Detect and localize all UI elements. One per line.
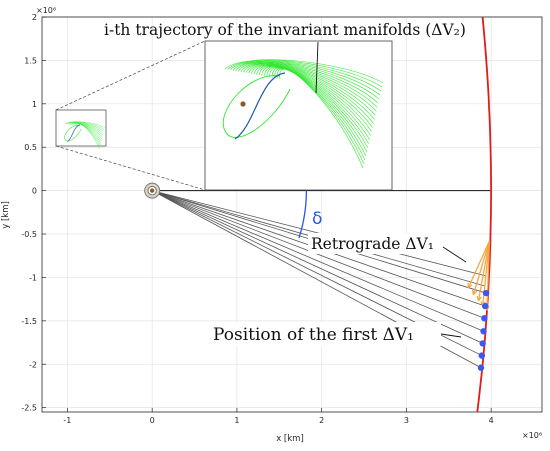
x-tick-label: 3 bbox=[404, 416, 409, 425]
y-tick-label: -0.5 bbox=[21, 230, 37, 239]
x-ticks: -1 0 1 2 3 4 bbox=[63, 408, 494, 425]
axes-box bbox=[41, 16, 543, 413]
first-dv-label-bg bbox=[211, 322, 441, 346]
manifold-loop bbox=[64, 125, 82, 142]
first-dv-point bbox=[481, 315, 488, 322]
manifold-trajectory bbox=[235, 61, 380, 100]
delta-arc bbox=[298, 190, 308, 239]
first-dv-pointer bbox=[440, 333, 462, 338]
manifold-pointer bbox=[315, 41, 319, 94]
y-tick-label: -1.5 bbox=[21, 317, 37, 326]
first-dv-annotation: Position of the first ΔV₁ bbox=[213, 325, 414, 345]
manifold-ith-trajectory bbox=[67, 124, 81, 142]
y-tick-label: 1 bbox=[32, 100, 37, 109]
manifold-trajectory bbox=[232, 61, 381, 96]
x-tick-label: -1 bbox=[63, 416, 71, 425]
manifold-annotation: i-th trajectory of the invariant manifol… bbox=[104, 21, 466, 39]
x-exponent-label: ×10⁶ bbox=[522, 431, 542, 440]
zoom-connector-bottom bbox=[55, 145, 206, 191]
y-tick-label: -1 bbox=[29, 273, 37, 282]
delta-label: δ bbox=[312, 209, 322, 229]
first-dv-point bbox=[479, 340, 486, 347]
manifold-trajectory bbox=[230, 60, 382, 92]
manifold-trajectory bbox=[224, 59, 384, 84]
first-dv-point bbox=[478, 352, 486, 359]
x-tick-label: 0 bbox=[150, 416, 155, 425]
ray-line bbox=[152, 190, 484, 332]
orbit-curve bbox=[476, 16, 492, 413]
y-tick-label: 1.5 bbox=[24, 56, 37, 65]
y-tick-label: -2 bbox=[29, 360, 37, 369]
x-tick-label: 4 bbox=[489, 416, 494, 425]
first-dv-point bbox=[477, 364, 485, 371]
retrograde-arrow bbox=[477, 240, 491, 301]
x-tick-label: 1 bbox=[234, 416, 239, 425]
retrograde-arrows bbox=[467, 240, 491, 311]
y-tick-label: 2 bbox=[32, 13, 37, 22]
y-axis-label: y [km] bbox=[1, 201, 11, 229]
retrograde-arrow bbox=[467, 240, 491, 289]
x-axis-label: x [km] bbox=[276, 434, 304, 444]
retrograde-pointer bbox=[442, 246, 467, 263]
x-tick-label: 2 bbox=[319, 416, 324, 425]
zoom-connector-top bbox=[55, 40, 206, 111]
ray-line bbox=[152, 190, 483, 344]
manifold-trajectory bbox=[266, 66, 369, 148]
central-body bbox=[144, 182, 161, 199]
manifold-loop bbox=[222, 75, 291, 138]
retrograde-annotation: Retrograde ΔV₁ bbox=[311, 235, 434, 253]
y-tick-label: 0 bbox=[32, 187, 37, 196]
retrograde-arrowhead bbox=[467, 282, 473, 289]
ray-line bbox=[152, 190, 485, 319]
first-dv-points bbox=[477, 289, 490, 371]
y-tick-label: -2.5 bbox=[21, 404, 37, 413]
first-dv-point bbox=[482, 289, 490, 297]
manifold-trajectory bbox=[263, 66, 369, 144]
y-tick-label: 0.5 bbox=[24, 143, 37, 152]
manifold-trajectory bbox=[227, 60, 383, 88]
retrograde-arrow bbox=[472, 240, 491, 295]
first-dv-point bbox=[482, 302, 489, 310]
first-dv-point bbox=[480, 328, 487, 335]
retrograde-arrow bbox=[486, 240, 491, 311]
retrograde-arrowhead bbox=[476, 295, 482, 302]
zoom-body bbox=[240, 101, 246, 107]
manifold-ith-trajectory bbox=[234, 72, 286, 140]
retrograde-label-bg bbox=[308, 233, 440, 254]
y-ticks: 2 1.5 1 0.5 0 -0.5 -1 -1.5 -2 -2.5 bbox=[21, 13, 46, 413]
retrograde-arrowhead bbox=[471, 289, 478, 296]
body-core bbox=[149, 188, 155, 193]
y-exponent-label: ×10⁶ bbox=[36, 6, 56, 15]
